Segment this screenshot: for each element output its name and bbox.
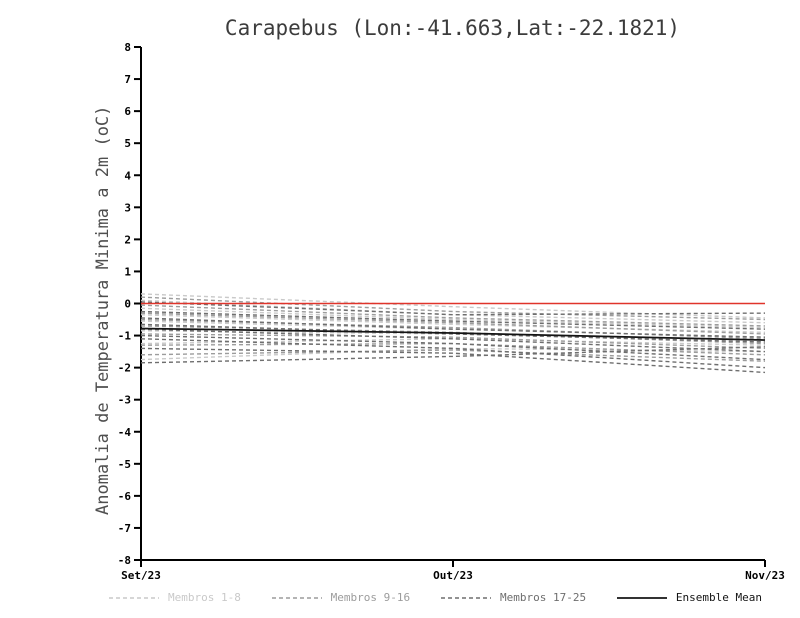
series-line-group2-member8 (140, 349, 766, 362)
legend: Membros 1-8 Membros 9-16 Membros 17-25 Ense… (108, 591, 762, 604)
series-line-group3-member7 (140, 338, 766, 369)
legend-label: Membros 9-16 (330, 591, 411, 604)
series-line-group3-member3 (140, 317, 766, 338)
series-line-group1-member7 (140, 338, 766, 346)
y-tick-label: 1 (124, 265, 131, 278)
legend-item-4: Ensemble Mean (616, 591, 762, 604)
legend-label: Membros 17-25 (499, 591, 587, 604)
y-tick-label: 6 (124, 105, 131, 118)
y-tick-label: -5 (118, 458, 131, 471)
y-tick-label: 0 (124, 298, 131, 311)
legend-line-sample (616, 596, 667, 599)
series-line-group1-member3 (140, 307, 766, 329)
series-line-group2-member6 (140, 333, 766, 350)
series-line-group3-member2 (140, 310, 766, 330)
series-line-group2-member1 (140, 296, 766, 321)
y-tick-label: -3 (118, 394, 131, 407)
y-tick-label: -6 (118, 490, 132, 503)
series-line-group2-member2 (140, 304, 766, 327)
legend-item-3: Membros 17-25 (440, 591, 586, 604)
y-tick-label: -8 (118, 554, 131, 567)
legend-line-sample (109, 596, 159, 599)
y-tick-label: 5 (124, 137, 131, 150)
x-tick-label: Out/23 (433, 569, 473, 582)
y-tick-label: 8 (124, 41, 131, 54)
legend-line-sample (440, 596, 491, 599)
legend-item-2: Membros 9-16 (271, 591, 410, 604)
series-line-group3-member6 (140, 334, 766, 361)
series-line-group2-member7 (140, 342, 766, 356)
y-tick-label: 3 (124, 201, 131, 214)
x-tick-label: Nov/23 (745, 569, 785, 582)
chart-title: Carapebus (Lon:-41.663,Lat:-22.1821) (224, 16, 681, 40)
legend-label: Membros 1-8 (168, 591, 241, 604)
legend-line-sample (271, 596, 322, 599)
series-line-group4-member1 (140, 327, 766, 341)
y-tick-label: 2 (124, 233, 131, 246)
series-line-group1-member2 (140, 299, 766, 324)
series-line-group3-member5 (140, 328, 766, 353)
series-line-group3-member8 (140, 347, 766, 374)
legend-label: Ensemble Mean (675, 591, 762, 604)
y-tick-label: -2 (118, 362, 131, 375)
y-tick-label: -1 (118, 330, 132, 343)
y-tick-label: 4 (124, 169, 131, 182)
series-line-group3-member9 (140, 346, 766, 364)
series-line-group3-member1 (140, 301, 766, 316)
y-tick-label: 7 (124, 73, 131, 86)
y-tick-label: -4 (118, 426, 132, 439)
series-line-group2-member3 (140, 312, 766, 335)
x-tick-label: Set/23 (121, 569, 161, 582)
series-line-group3-member4 (140, 323, 766, 343)
y-tick-label: -7 (118, 522, 131, 535)
legend-item-1: Membros 1-8 (108, 591, 241, 604)
